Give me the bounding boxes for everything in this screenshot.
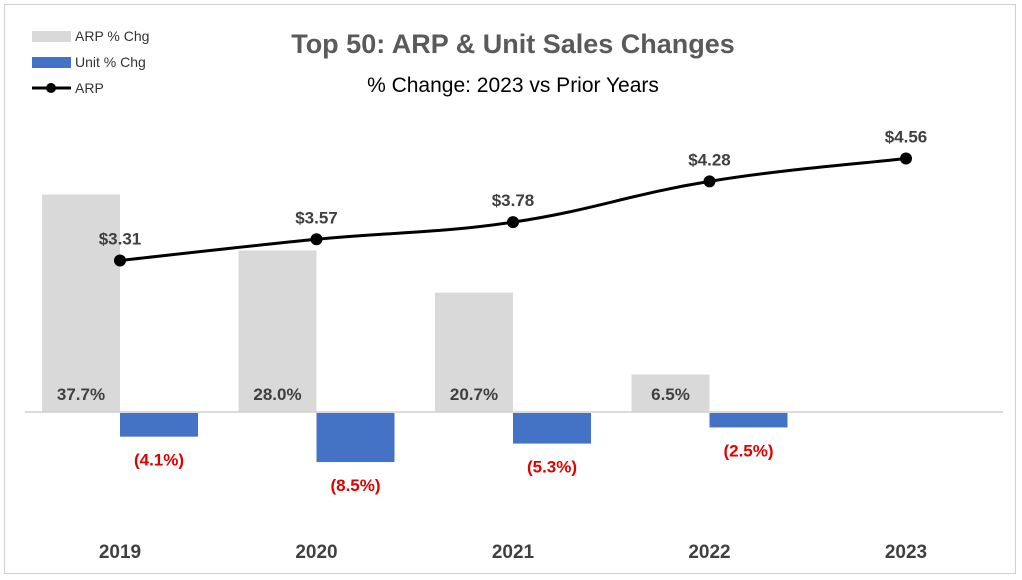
category-label-2023: 2023 bbox=[885, 542, 927, 563]
unit-pct-label-2022: (2.5%) bbox=[723, 441, 773, 460]
arp-label-2019: $3.31 bbox=[99, 230, 142, 249]
bars-layer bbox=[42, 194, 788, 463]
arp-point-2020 bbox=[310, 233, 323, 246]
unit-pct-label-2021: (5.3%) bbox=[527, 458, 577, 477]
category-label-2019: 2019 bbox=[99, 542, 141, 563]
legend: ARP % Chg Unit % Chg ARP bbox=[32, 28, 149, 96]
arp-pct-label-2021: 20.7% bbox=[450, 385, 498, 404]
legend-unit-pct-label: Unit % Chg bbox=[75, 54, 146, 70]
arp-label-2020: $3.57 bbox=[295, 208, 338, 227]
unit-pct-bar-2019 bbox=[120, 413, 198, 437]
unit-pct-label-2020: (8.5%) bbox=[330, 476, 380, 495]
legend-unit-pct-swatch bbox=[32, 57, 71, 68]
chart: ARP % Chg Unit % Chg ARP Top 50: ARP & Uni… bbox=[25, 28, 1003, 563]
chart-frame: ARP % Chg Unit % Chg ARP Top 50: ARP & Uni… bbox=[4, 4, 1016, 574]
unit-pct-bar-2022 bbox=[709, 413, 788, 428]
chart-subtitle: % Change: 2023 vs Prior Years bbox=[367, 74, 659, 97]
arp-pct-label-2020: 28.0% bbox=[253, 385, 301, 404]
arp-point-2021 bbox=[507, 216, 519, 229]
legend-arp-pct-label: ARP % Chg bbox=[75, 28, 149, 44]
category-label-2022: 2022 bbox=[688, 542, 730, 563]
arp-label-2022: $4.28 bbox=[688, 150, 731, 169]
arp-pct-label-2022: 6.5% bbox=[651, 385, 690, 404]
arp-point-2022 bbox=[703, 175, 716, 188]
arp-point-2019 bbox=[114, 254, 126, 267]
arp-label-2021: $3.78 bbox=[492, 191, 535, 210]
legend-arp-label: ARP bbox=[75, 80, 104, 96]
chart-title: Top 50: ARP & Unit Sales Changes bbox=[291, 29, 735, 59]
legend-arp-pct-swatch bbox=[32, 31, 71, 42]
category-label-2021: 2021 bbox=[492, 542, 535, 563]
arp-pct-bar-2021 bbox=[435, 292, 513, 412]
unit-pct-label-2019: (4.1%) bbox=[134, 451, 184, 470]
legend-arp-swatch-dot bbox=[46, 83, 56, 93]
arp-pct-bar-2019 bbox=[42, 194, 120, 412]
arp-label-2023: $4.56 bbox=[885, 128, 928, 147]
category-label-2020: 2020 bbox=[295, 542, 337, 563]
arp-point-2023 bbox=[900, 152, 912, 165]
arp-pct-label-2019: 37.7% bbox=[57, 385, 105, 404]
arp-pct-bar-2020 bbox=[238, 250, 317, 412]
unit-pct-bar-2021 bbox=[513, 413, 591, 444]
arp-line-layer bbox=[114, 152, 912, 267]
arp-pct-bar-2022 bbox=[631, 374, 710, 412]
data-labels-layer: 37.7% (4.1%) 28.0% (8.5%) 20.7% (5.3%) 6.5% (2.… bbox=[57, 128, 927, 496]
unit-pct-bar-2020 bbox=[316, 413, 395, 463]
category-labels-layer: 2019 2020 2021 2022 2023 bbox=[99, 542, 927, 563]
